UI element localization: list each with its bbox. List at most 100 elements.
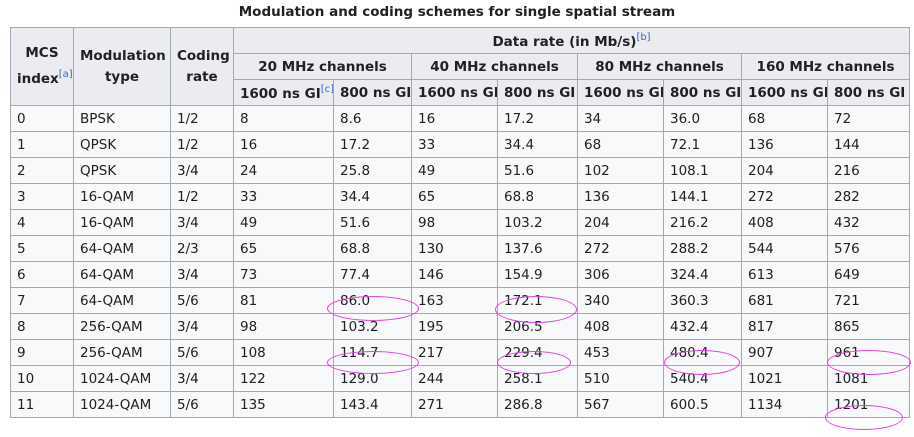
table-cell: 721 [826, 287, 911, 314]
table-cell: 143.4 [333, 391, 412, 418]
table-row: 6 64-QAM 3/4 73 77.4 146 154.9 306 324.4 613 649 [10, 261, 911, 288]
table-cell: 256-QAM [73, 313, 171, 340]
table-cell: 817 [741, 313, 828, 340]
header-cell: 800 ns GI [826, 79, 911, 106]
table-cell: 408 [577, 313, 664, 340]
header-cell: Data rate (in Mb/s)[b] [232, 27, 911, 54]
table-cell: 17.2 [497, 105, 578, 132]
header-cell: 160 MHz channels [740, 53, 911, 80]
highlight-ellipse [495, 296, 577, 323]
table-cell: 360.3 [663, 287, 742, 314]
table-cell: 1024-QAM [73, 391, 171, 418]
table-cell: 98 [411, 209, 498, 236]
table-cell: 216.2 [663, 209, 742, 236]
table-cell: 73 [233, 261, 334, 288]
table-cell: 68 [577, 131, 664, 158]
table-cell: 408 [741, 209, 828, 236]
header-text: Data rate (in Mb/s) [492, 33, 637, 50]
table-cell: 146 [411, 261, 498, 288]
header-text: MCS index [17, 45, 59, 87]
header-cell: 1600 ns GI [411, 79, 498, 106]
header-text: 800 ns GI [670, 84, 742, 101]
table-cell: 51.6 [333, 209, 412, 236]
table-cell: 1/2 [170, 183, 234, 210]
header-text: 1600 ns GI [584, 84, 664, 101]
table-cell: 68.8 [333, 235, 412, 262]
table-cell: 68.8 [497, 183, 578, 210]
table-cell: 34.4 [497, 131, 578, 158]
highlight-ellipse [664, 350, 740, 375]
table-row: 2 QPSK 3/4 24 25.8 49 51.6 102 108.1 204 216 [10, 157, 911, 184]
table-cell: 81 [233, 287, 334, 314]
header-cell: 1600 ns GI[c] [233, 79, 334, 106]
table-cell: 282 [826, 183, 911, 210]
table-cell: 613 [741, 261, 828, 288]
table-row: 0 BPSK 1/2 8 8.6 16 17.2 34 36.0 68 72 [10, 105, 911, 132]
table-cell: 72.1 [663, 131, 742, 158]
table-cell: 16-QAM [73, 183, 171, 210]
table-cell: 17.2 [333, 131, 412, 158]
table-cell: 256-QAM [73, 339, 171, 366]
table-cell: 64-QAM [73, 235, 171, 262]
table-cell: 154.9 [497, 261, 578, 288]
table-cell: 122 [233, 365, 334, 392]
table-cell: 9 [10, 339, 74, 366]
table-cell: 216 [826, 157, 911, 184]
table-cell: 5/6 [170, 391, 234, 418]
table-cell: 324.4 [663, 261, 742, 288]
table-cell: 10 [10, 365, 74, 392]
table-cell: 98 [233, 313, 334, 340]
table-cell: 24 [233, 157, 334, 184]
table-cell: 5/6 [170, 339, 234, 366]
header-text: 1600 ns GI [240, 85, 321, 102]
header-cell: Coding rate [170, 27, 234, 106]
table-cell: 272 [577, 235, 664, 262]
table-row: 9 256-QAM 5/6 108 114.7 217 229.4 453 480.4 907 96… [10, 339, 911, 366]
table-cell: 195 [411, 313, 498, 340]
table-cell: 567 [577, 391, 664, 418]
table-cell: 34 [577, 105, 664, 132]
table-cell: 544 [741, 235, 828, 262]
table-cell: 3 [10, 183, 74, 210]
header-cell: MCS index[a] [10, 27, 74, 106]
table-cell: 8 [233, 105, 334, 132]
table-cell: 16 [233, 131, 334, 158]
table-cell: 2/3 [170, 235, 234, 262]
reference[interactable]: [c] [320, 83, 334, 95]
table-cell: 0 [10, 105, 74, 132]
table-cell: 3/4 [170, 157, 234, 184]
table-cell: 5 [10, 235, 74, 262]
table-cell: 217 [411, 339, 498, 366]
highlight-ellipse [327, 296, 419, 321]
table-cell: 1/2 [170, 105, 234, 132]
table-cell: 51.6 [497, 157, 578, 184]
table-cell: 137.6 [497, 235, 578, 262]
header-text: 1600 ns GI [418, 84, 498, 101]
table-cell: 36.0 [663, 105, 742, 132]
reference[interactable]: [b] [636, 31, 651, 43]
table-cell: 1024-QAM [73, 365, 171, 392]
table-cell: 102 [577, 157, 664, 184]
table-cell: 8 [10, 313, 74, 340]
table-cell: 2 [10, 157, 74, 184]
table-cell: 3/4 [170, 313, 234, 340]
header-cell: 800 ns GI [497, 79, 578, 106]
table-cell: 3/4 [170, 261, 234, 288]
table-cell: 11 [10, 391, 74, 418]
table-cell: 64-QAM [73, 287, 171, 314]
table-cell: 907 [741, 339, 828, 366]
table-row: 8 256-QAM 3/4 98 103.2 195 206.5 408 432.4 817 865 [10, 313, 911, 340]
table-cell: 865 [826, 313, 911, 340]
table-cell: 25.8 [333, 157, 412, 184]
table-cell: 681 [741, 287, 828, 314]
table-cell: 144 [826, 131, 911, 158]
table-cell: 130 [411, 235, 498, 262]
highlight-ellipse [825, 405, 903, 430]
table-cell: 136 [577, 183, 664, 210]
table-cell: 3/4 [170, 365, 234, 392]
table-cell: 1 [10, 131, 74, 158]
header-cell: 80 MHz channels [577, 53, 742, 80]
reference[interactable]: [a] [58, 69, 73, 80]
table-cell: 271 [411, 391, 498, 418]
